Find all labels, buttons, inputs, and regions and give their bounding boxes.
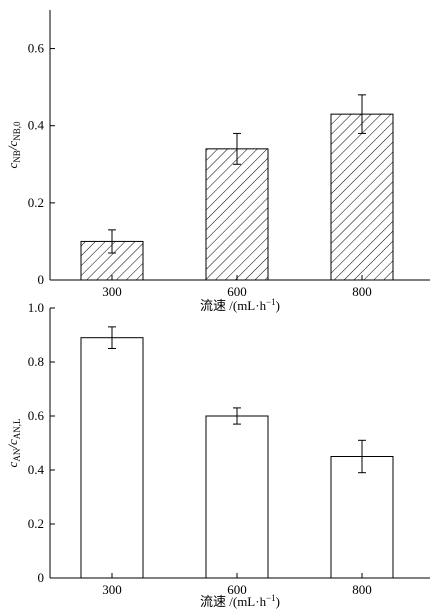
bottom-x-ticks: 300 600 800 bbox=[102, 573, 372, 597]
bottom-bars bbox=[80, 326, 394, 579]
bottom-bar-300 bbox=[80, 337, 144, 579]
bottom-y-tick-label: 0.4 bbox=[28, 462, 45, 477]
bottom-bar-600 bbox=[205, 415, 269, 579]
top-y-ticks: 0 0.2 0.4 0.6 bbox=[28, 41, 55, 287]
top-bar-800 bbox=[330, 113, 394, 281]
top-x-axis-title: 流速 /(mL·h−1) bbox=[200, 297, 280, 313]
bottom-y-axis-title: cAN/cAN,L bbox=[5, 419, 22, 468]
top-x-tick-label: 600 bbox=[227, 284, 247, 299]
bottom-y-ticks: 0 0.2 0.4 0.6 0.8 1.0 bbox=[28, 300, 55, 585]
bottom-x-tick-label: 800 bbox=[352, 582, 372, 597]
bottom-y-tick-label: 0.6 bbox=[28, 408, 45, 423]
top-y-tick-label: 0.4 bbox=[28, 118, 45, 133]
bottom-x-axis-title: 流速 /(mL·h−1) bbox=[200, 593, 280, 609]
top-chart-panel: 0 0.2 0.4 0.6 300 600 800 cNB/cNB,0 流速 /(mL·h… bbox=[5, 10, 430, 313]
top-y-tick-label: 0.6 bbox=[28, 41, 45, 56]
top-x-tick-label: 800 bbox=[352, 284, 372, 299]
bottom-y-tick-label: 0.2 bbox=[28, 516, 44, 531]
top-bars bbox=[80, 94, 394, 281]
top-bar-600 bbox=[205, 148, 269, 281]
top-y-tick-label: 0 bbox=[38, 272, 45, 287]
bottom-chart-panel: 0 0.2 0.4 0.6 0.8 1.0 300 600 800 cAN/cAN,L 流速 … bbox=[5, 300, 430, 609]
top-y-tick-label: 0.2 bbox=[28, 195, 44, 210]
bottom-y-tick-label: 1.0 bbox=[28, 300, 44, 315]
bottom-y-tick-label: 0.8 bbox=[28, 354, 44, 369]
bottom-x-tick-label: 300 bbox=[102, 582, 122, 597]
bottom-bar-800 bbox=[330, 456, 394, 579]
top-x-tick-label: 300 bbox=[102, 284, 122, 299]
bottom-x-tick-label: 600 bbox=[227, 582, 247, 597]
top-y-axis-title: cNB/cNB,0 bbox=[5, 121, 22, 168]
top-x-ticks: 300 600 800 bbox=[102, 275, 372, 299]
bottom-y-tick-label: 0 bbox=[38, 570, 45, 585]
